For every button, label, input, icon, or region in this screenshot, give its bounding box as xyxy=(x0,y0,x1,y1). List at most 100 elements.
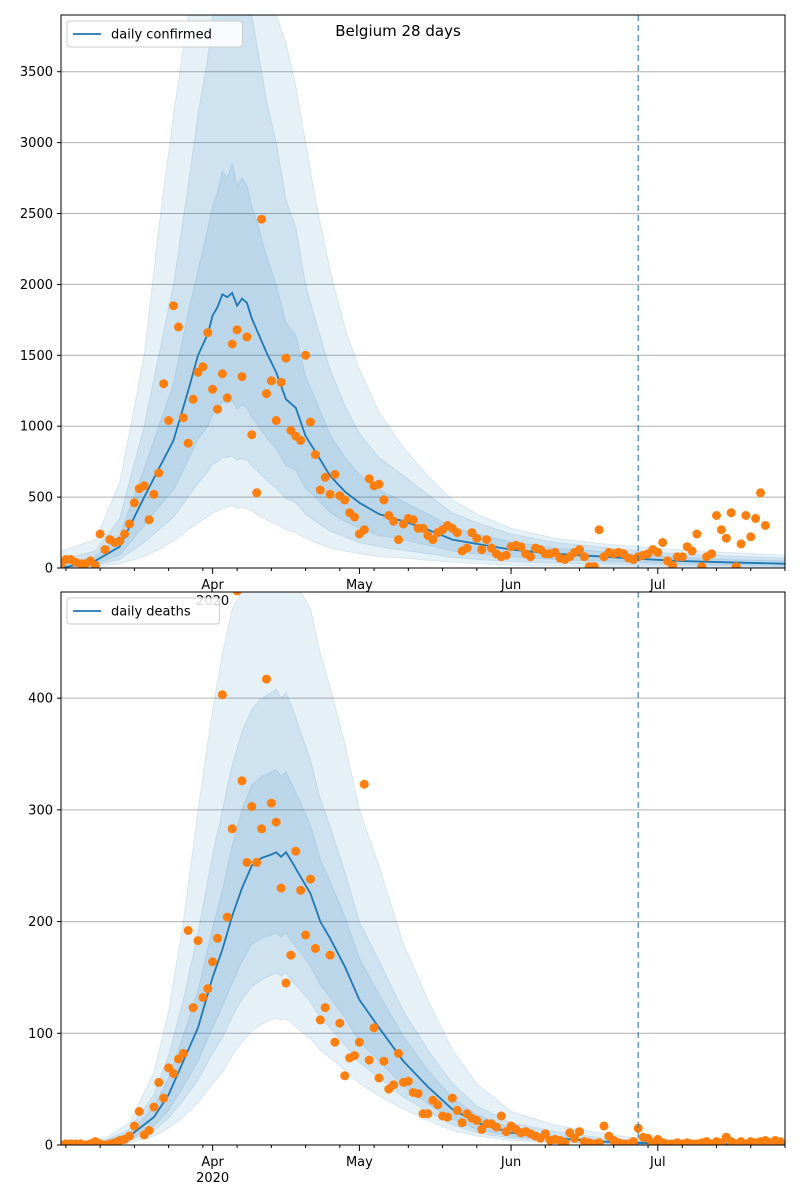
y-tick-label: 400 xyxy=(28,692,53,707)
observed-point xyxy=(540,1129,550,1139)
legend-label: daily confirmed xyxy=(111,28,212,43)
observed-point xyxy=(560,1138,570,1145)
observed-point xyxy=(379,1056,389,1066)
observed-point xyxy=(208,957,218,967)
axes-frame xyxy=(60,591,786,1146)
observed-point xyxy=(217,690,227,700)
observed-point xyxy=(379,495,389,505)
observed-point xyxy=(262,389,271,399)
legend: daily deaths xyxy=(66,597,220,625)
observed-point xyxy=(403,1076,413,1086)
observed-point xyxy=(418,523,428,533)
observed-point xyxy=(330,1037,340,1047)
x-tick-label: May xyxy=(346,1155,373,1170)
observed-point xyxy=(452,1105,462,1115)
observed-point xyxy=(389,1080,399,1090)
observed-point xyxy=(310,943,320,953)
observed-point xyxy=(687,546,697,556)
observed-point xyxy=(658,538,668,547)
y-tick-label: 2000 xyxy=(20,278,53,293)
observed-point xyxy=(423,1109,433,1119)
observed-point xyxy=(183,926,193,935)
observed-point xyxy=(149,489,159,499)
observed-point xyxy=(276,883,286,893)
observed-point xyxy=(213,933,222,943)
observed-point xyxy=(575,545,584,555)
legend-box xyxy=(66,597,220,625)
observed-point xyxy=(325,950,335,960)
observed-point xyxy=(462,543,472,553)
observed-point xyxy=(374,479,384,489)
observed-point xyxy=(252,488,262,498)
y-tick-label: 500 xyxy=(28,491,53,506)
observed-point xyxy=(746,532,756,542)
observed-point xyxy=(457,1118,467,1128)
observed-point xyxy=(266,376,276,386)
panel-daily-confirmed: 0500100015002000250030003500Apr2020MayJu… xyxy=(20,14,786,609)
observed-point xyxy=(95,529,105,539)
y-tick-label: 200 xyxy=(28,915,53,930)
legend-box xyxy=(66,20,243,48)
plot-area xyxy=(61,592,785,1145)
observed-point xyxy=(760,521,770,530)
observed-point xyxy=(301,350,311,360)
observed-point xyxy=(751,513,761,523)
observed-point xyxy=(369,1023,379,1033)
observed-point xyxy=(247,802,257,811)
observed-point xyxy=(217,369,227,379)
observed-point xyxy=(222,912,232,922)
observed-point xyxy=(589,562,599,568)
observed-point xyxy=(452,528,462,538)
observed-point xyxy=(178,1048,188,1058)
observed-point xyxy=(433,1100,443,1110)
observed-point xyxy=(296,435,306,445)
observed-point xyxy=(653,547,663,557)
y-tick-label: 0 xyxy=(45,1139,53,1154)
observed-point xyxy=(193,936,203,946)
observed-point xyxy=(149,1102,159,1112)
observed-point xyxy=(188,394,198,404)
observed-point xyxy=(188,1003,198,1013)
legend: daily confirmed xyxy=(66,20,243,48)
observed-point xyxy=(242,332,252,342)
observed-point xyxy=(252,857,262,867)
observed-point xyxy=(354,1037,364,1047)
observed-point xyxy=(394,1048,403,1058)
observed-point xyxy=(144,515,154,525)
observed-point xyxy=(183,438,193,448)
observed-point xyxy=(633,1123,643,1133)
observed-point xyxy=(692,529,702,539)
observed-point xyxy=(756,488,765,498)
observed-point xyxy=(159,379,169,389)
observed-point xyxy=(306,417,315,427)
uncertainty-band-outer xyxy=(61,592,785,1145)
observed-point xyxy=(570,1133,580,1143)
observed-point xyxy=(408,515,418,525)
observed-point xyxy=(575,1127,584,1137)
observed-point xyxy=(100,545,110,555)
observed-point xyxy=(628,1137,638,1145)
observed-point xyxy=(579,552,589,562)
observed-point xyxy=(213,404,222,414)
observed-point xyxy=(262,674,271,684)
observed-point xyxy=(472,1115,482,1125)
x-tick-label: Jun xyxy=(500,1155,521,1170)
observed-point xyxy=(491,1122,501,1132)
observed-point xyxy=(227,339,237,349)
observed-point xyxy=(482,535,492,545)
observed-point xyxy=(364,1055,374,1065)
observed-point xyxy=(599,1121,609,1131)
observed-point xyxy=(90,560,100,568)
observed-point xyxy=(227,824,237,834)
observed-point xyxy=(222,393,232,403)
observed-point xyxy=(159,1093,169,1103)
x-tick-label: May xyxy=(346,578,373,593)
observed-point xyxy=(281,353,291,363)
observed-point xyxy=(721,533,731,543)
observed-point xyxy=(208,384,218,394)
observed-point xyxy=(731,562,741,568)
uncertainty-band-inner xyxy=(61,768,785,1145)
axes-frame xyxy=(60,14,786,569)
